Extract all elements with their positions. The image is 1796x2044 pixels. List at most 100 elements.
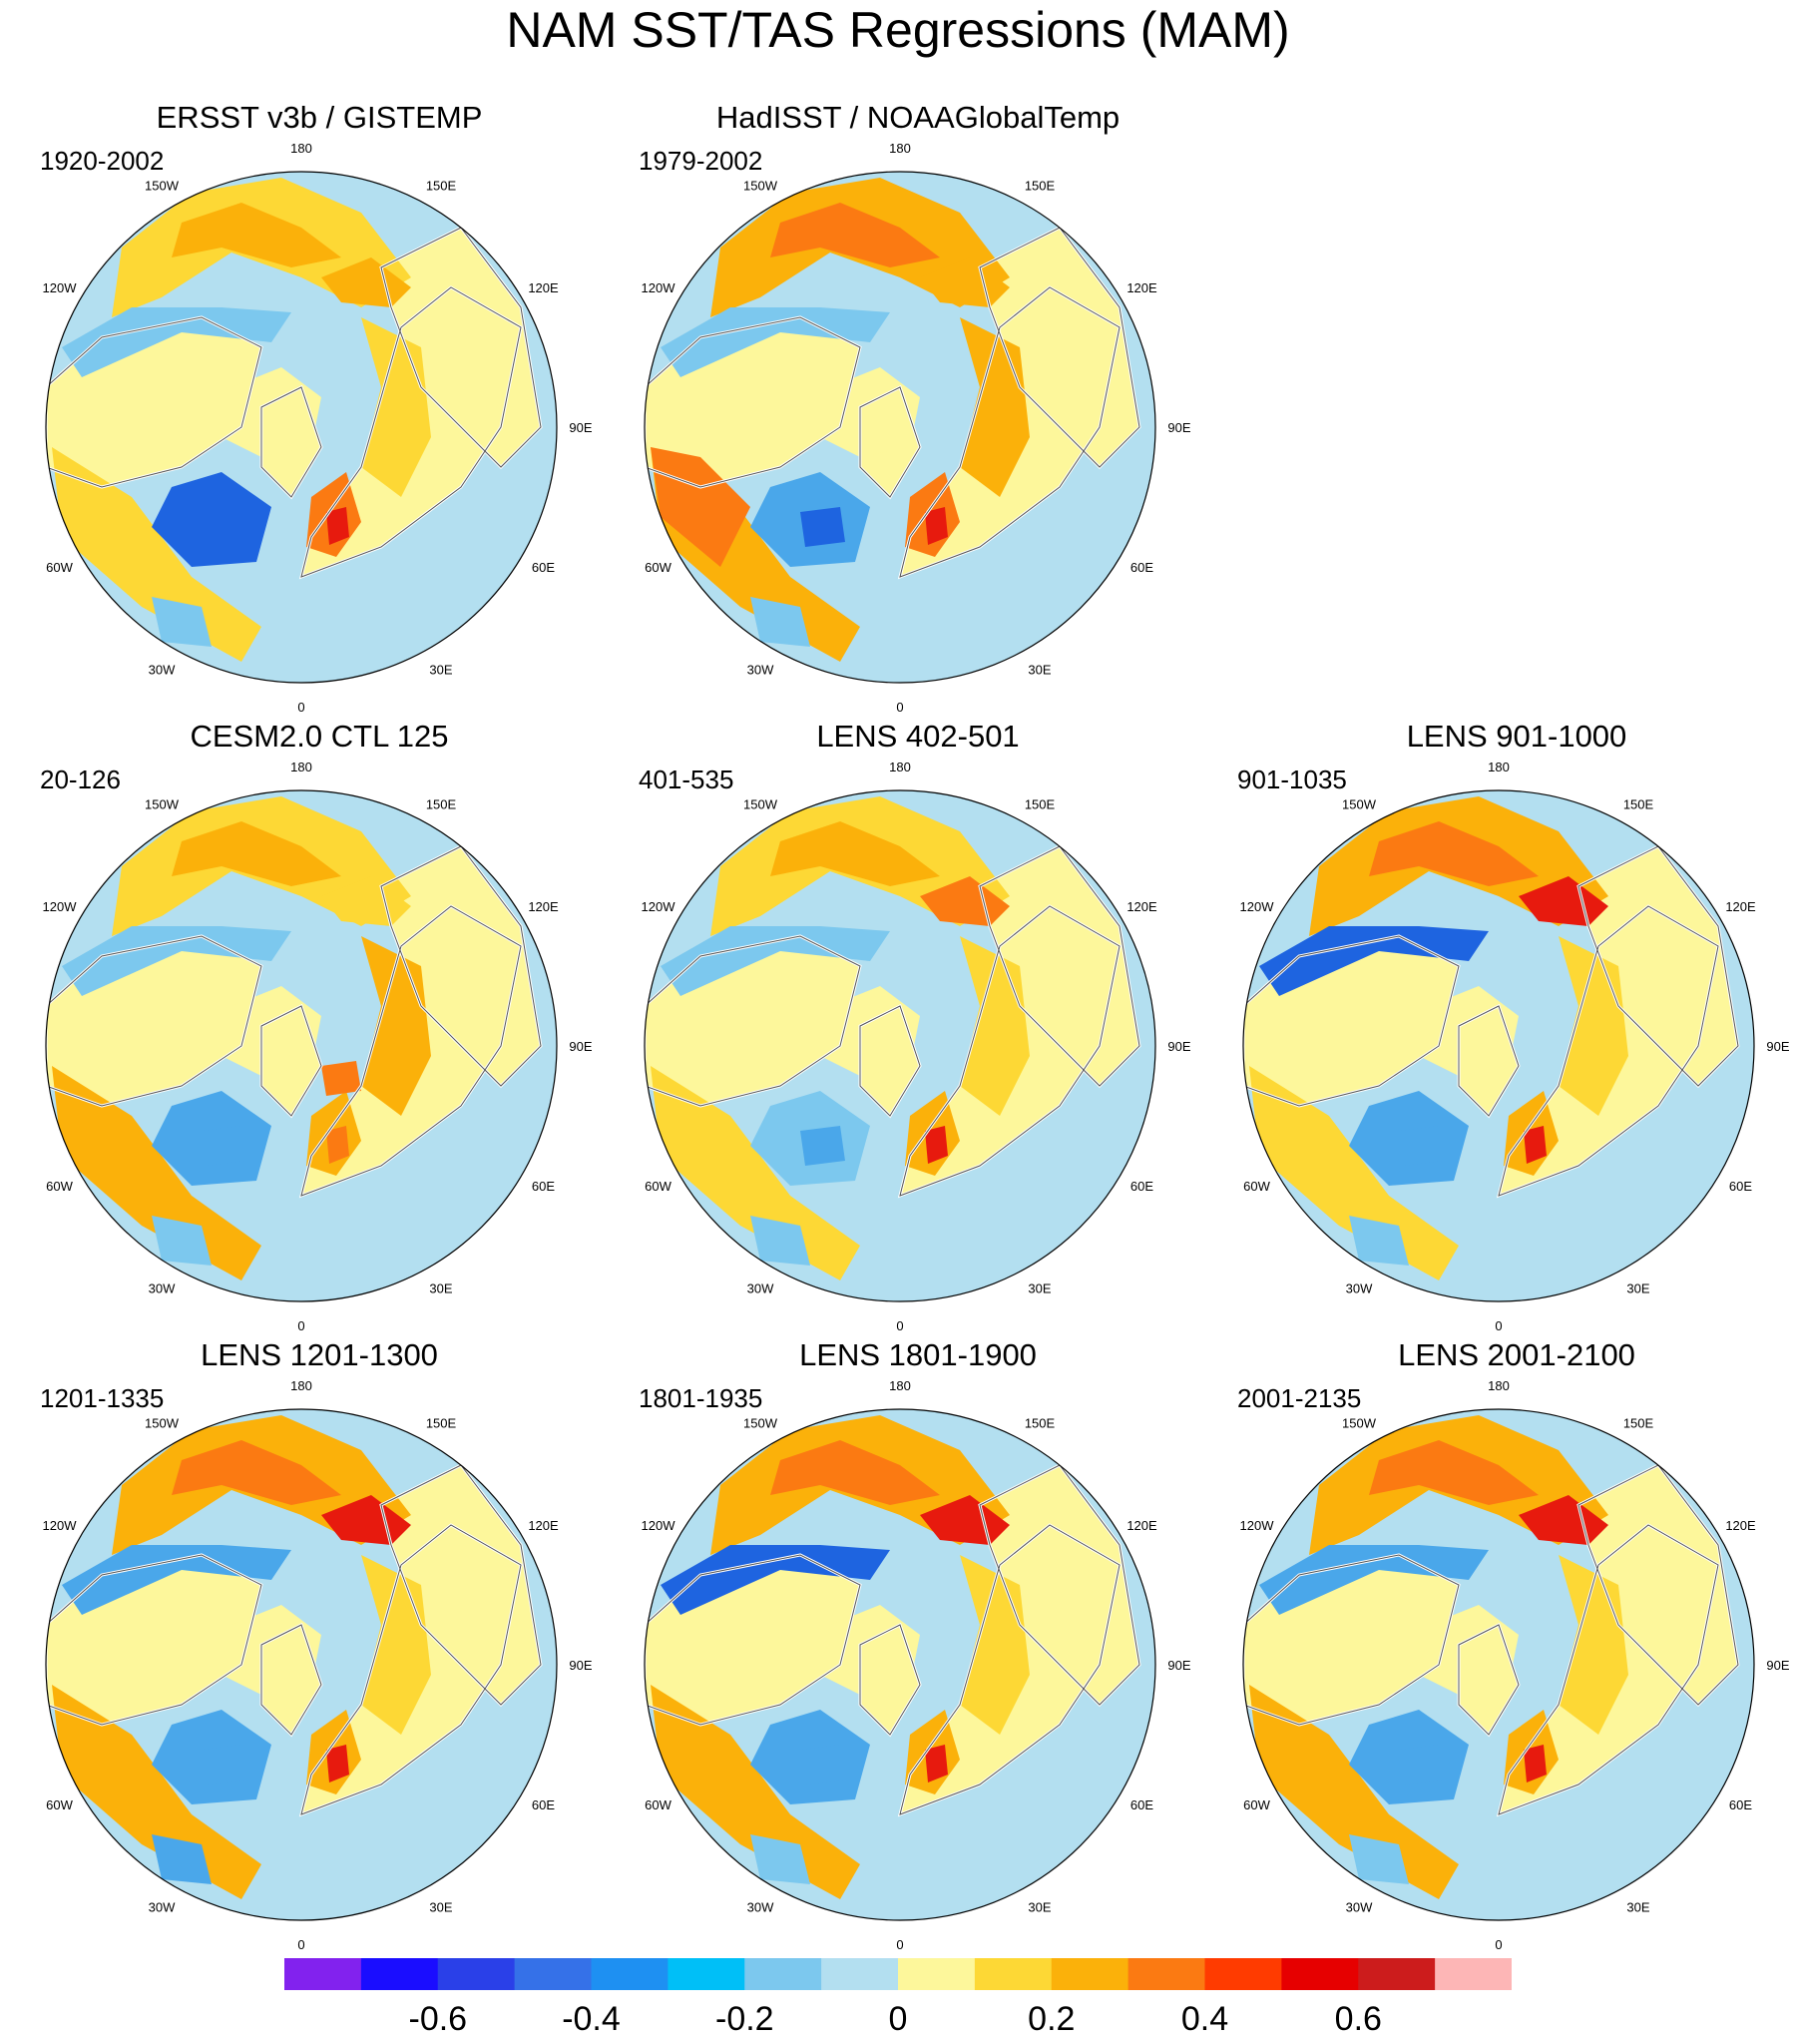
lon-label: 180: [1488, 760, 1510, 774]
map-border: [644, 1408, 1156, 1921]
field-subtropical-atlantic: [1249, 1066, 1459, 1280]
coastlines-inner: [1243, 1464, 1739, 1815]
polar-map: 180150E120E90E60E30E030W60W90W120W150W: [43, 760, 593, 1333]
field-asia: [980, 846, 1139, 1086]
field-eurasia-anomaly: [1559, 936, 1628, 1116]
colorbar-box: [1281, 1958, 1359, 1990]
field-scandinavia-core: [326, 1126, 349, 1164]
lon-label: 180: [1488, 1378, 1510, 1393]
panel-title: LENS 901-1000: [1406, 719, 1627, 754]
lon-label: 60E: [1130, 1797, 1153, 1812]
lon-label: 180: [889, 141, 911, 156]
field-eurasia-anomaly: [960, 317, 1030, 497]
field-alaska: [661, 926, 890, 996]
polar-map: 180150E120E90E60E30E030W60W90W120W150W: [43, 1378, 593, 1952]
lon-label: 60W: [46, 560, 73, 575]
lon-label: 150E: [426, 797, 457, 812]
lon-label: 60E: [1729, 1797, 1752, 1812]
lon-label: 60W: [1243, 1797, 1270, 1812]
polar-map: 180150E120E90E60E30E030W60W90W120W150W: [642, 760, 1191, 1333]
field-pacific-core: [172, 203, 341, 267]
lon-label: 30W: [747, 1281, 774, 1296]
lon-label: 30W: [747, 663, 774, 678]
colorbar-box: [821, 1958, 899, 1990]
lon-label: 150E: [1025, 797, 1056, 812]
colorbar-box: [360, 1958, 439, 1990]
field-scandinavia-core: [925, 507, 948, 545]
colorbar-box: [668, 1958, 745, 1990]
coastlines-inner: [645, 845, 1140, 1197]
lon-label: 150W: [145, 797, 180, 812]
lon-label: 120W: [642, 899, 676, 914]
coastlines-inner: [46, 1464, 542, 1815]
field-subtropical-atlantic: [52, 1685, 261, 1899]
lon-label: 180: [889, 760, 911, 774]
colorbar-box: [1358, 1958, 1436, 1990]
map-panel-ersst-gistemp: ERSST v3b / GISTEMP 1920-2002 180 150E 120E 9…: [40, 98, 599, 717]
panel-title: CESM2.0 CTL 125: [190, 719, 449, 754]
field-asia: [381, 1465, 541, 1705]
field-eurasia-anomaly: [1559, 1555, 1628, 1735]
field-alaska: [62, 926, 291, 996]
coastlines-inner: [645, 1464, 1140, 1815]
lon-label: 150W: [1342, 797, 1377, 812]
lon-label: 90E: [569, 1658, 592, 1673]
field-alaska: [661, 307, 890, 377]
lon-label: 150E: [1623, 797, 1654, 812]
field-pacific-core: [1369, 1440, 1539, 1505]
lon-label: 0: [297, 700, 304, 715]
field-labrador-core: [800, 1745, 845, 1785]
lon-label: 0: [896, 700, 903, 715]
coastlines-inner: [46, 227, 542, 578]
lon-label: 30E: [1028, 663, 1051, 678]
map-panel-lens-402: LENS 402-501 401-535 180 150E 120E 90E 60E 30E 0…: [639, 717, 1197, 1335]
colorbar-box: [974, 1958, 1053, 1990]
field-scandinavia-core: [326, 1745, 349, 1783]
field-labrador-core: [800, 1126, 845, 1166]
colorbar-box: [591, 1958, 669, 1990]
lon-label: 180: [889, 1378, 911, 1393]
panel-title: ERSST v3b / GISTEMP: [156, 100, 483, 135]
colorbar-tick-label: 0.2: [1028, 2000, 1075, 2038]
coastlines-inner: [1243, 845, 1739, 1197]
field-atlantic-cold: [152, 1834, 212, 1884]
lon-label: 180: [290, 141, 312, 156]
polar-map: 180150E120E90E60E30E030W60W90W120W150W: [1240, 760, 1790, 1333]
lon-label: 120E: [1126, 899, 1157, 914]
panel-period: 20-126: [40, 765, 121, 794]
field-atlantic-cold: [1349, 1834, 1409, 1884]
lon-label: 0: [896, 1937, 903, 1952]
colorbar-box: [1127, 1958, 1206, 1990]
polar-map: 180150E120E90E60E30E030W60W90W120W150W: [642, 141, 1191, 715]
colorbar: -0.6 -0.4 -0.2 0 0.2 0.4 0.6: [284, 1958, 1512, 2038]
lon-label: 150E: [1025, 179, 1056, 194]
panel-period: 1920-2002: [40, 146, 165, 176]
lon-label: 30W: [149, 663, 176, 678]
lon-label: 90E: [569, 1039, 592, 1054]
map-border: [1242, 789, 1755, 1302]
field-asia: [381, 846, 541, 1086]
lon-label: 150W: [743, 797, 778, 812]
lon-label: 180: [290, 1378, 312, 1393]
field-pacific-core: [770, 203, 940, 267]
field-atlantic-cold: [750, 1216, 810, 1266]
lon-label: 30W: [1346, 1281, 1373, 1296]
lon-label: 150W: [145, 179, 180, 194]
lon-label: 90E: [569, 420, 592, 435]
field-alaska: [62, 307, 291, 377]
field-eurasia-anomaly: [361, 317, 431, 497]
lon-label: 90E: [1766, 1039, 1789, 1054]
lon-label: 0: [297, 1318, 304, 1333]
lon-label: 120E: [1725, 899, 1756, 914]
colorbar-box: [1204, 1958, 1282, 1990]
panel-title: LENS 402-501: [816, 719, 1020, 754]
lon-label: 120W: [43, 280, 78, 295]
lon-label: 90E: [1766, 1658, 1789, 1673]
lon-label: 120E: [528, 280, 559, 295]
lon-label: 90E: [1167, 1039, 1190, 1054]
field-pacific-core: [172, 1440, 341, 1505]
field-scandinavia-core: [326, 507, 349, 545]
field-asia: [1578, 1465, 1738, 1705]
lon-label: 120W: [43, 1518, 78, 1533]
lon-label: 0: [1495, 1937, 1502, 1952]
